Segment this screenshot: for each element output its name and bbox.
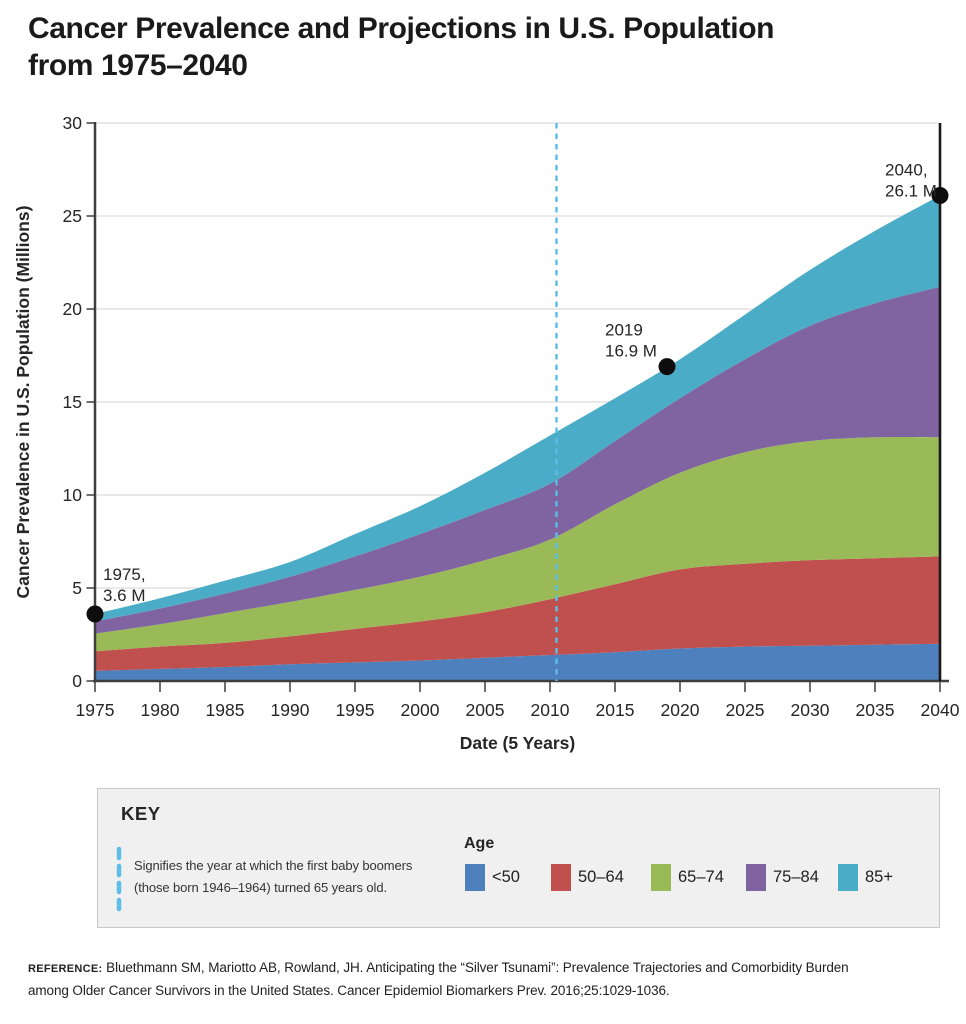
- legend-item-85+: 85+: [838, 864, 893, 891]
- x-tick-label: 1975: [76, 700, 115, 720]
- age-legend: Age <50 50–64 65–74 75–84 85+: [98, 789, 939, 927]
- x-tick-label: 1985: [206, 700, 245, 720]
- key-note: Signifies the year at which the first ba…: [134, 855, 412, 899]
- area-75-84: [95, 286, 940, 634]
- x-tick-label: 2000: [401, 700, 440, 720]
- x-tick-label: 2005: [466, 700, 505, 720]
- legend-label: 75–84: [773, 868, 819, 886]
- x-tick-label: 2025: [726, 700, 765, 720]
- area-65-74: [95, 437, 940, 652]
- legend-item-50-64: 50–64: [551, 864, 624, 891]
- reference-label: REFERENCE:: [28, 963, 103, 975]
- data-point-label: 26.1 M: [885, 182, 937, 201]
- legend-swatch: [465, 864, 485, 891]
- x-tick-label: 1990: [271, 700, 310, 720]
- x-tick-label: 2015: [596, 700, 635, 720]
- data-point-label: 3.6 M: [103, 586, 146, 605]
- y-axis-title: Cancer Prevalence in U.S. Population (Mi…: [13, 206, 33, 599]
- key-note-line1: Signifies the year at which the first ba…: [134, 858, 413, 873]
- data-point-label: 2040,: [885, 161, 928, 180]
- area-50-64: [95, 556, 940, 671]
- data-point-dot: [931, 187, 949, 205]
- x-tick-label: 2010: [531, 700, 570, 720]
- x-tick-label: 1980: [141, 700, 180, 720]
- chart-title: Cancer Prevalence and Projections in U.S…: [28, 10, 938, 84]
- y-tick-label: 5: [72, 578, 82, 598]
- y-tick-label: 30: [63, 113, 83, 133]
- data-point-label: 2019: [605, 321, 643, 340]
- key-heading: KEY: [121, 803, 161, 824]
- legend-swatch: [746, 864, 766, 891]
- legend-label: 50–64: [578, 868, 624, 886]
- reference-text-line2: among Older Cancer Survivors in the Unit…: [28, 983, 670, 998]
- area-<50: [95, 643, 940, 681]
- legend-title: Age: [464, 835, 495, 852]
- chart-title-line1: Cancer Prevalence and Projections in U.S…: [28, 12, 775, 45]
- y-tick-label: 25: [63, 206, 82, 226]
- x-tick-label: 2030: [791, 700, 830, 720]
- key-panel: KEY Signifies the year at which the firs…: [97, 788, 940, 928]
- y-tick-label: 20: [63, 299, 83, 319]
- legend-swatch: [651, 864, 671, 891]
- data-point-label: 16.9 M: [605, 342, 657, 361]
- legend-swatch: [551, 864, 571, 891]
- y-tick-label: 15: [63, 392, 82, 412]
- legend-label: 65–74: [678, 868, 724, 886]
- x-tick-label: 1995: [336, 700, 375, 720]
- y-tick-label: 10: [63, 485, 83, 505]
- baby-boomer-dashed-line-icon: [116, 846, 122, 916]
- y-tick-label: 0: [72, 671, 82, 691]
- x-tick-label: 2040: [921, 700, 960, 720]
- data-point-dot: [86, 605, 104, 623]
- x-tick-label: 2020: [661, 700, 700, 720]
- legend-label: 85+: [865, 868, 893, 886]
- key-note-line2: (those born 1946–1964) turned 65 years o…: [134, 880, 387, 895]
- data-point-dot: [658, 358, 676, 376]
- reference-text-line1: Bluethmann SM, Mariotto AB, Rowland, JH.…: [106, 960, 849, 975]
- chart-title-line2: from 1975–2040: [28, 49, 248, 82]
- reference-citation: REFERENCE: Bluethmann SM, Mariotto AB, R…: [28, 957, 849, 1002]
- legend-item-75-84: 75–84: [746, 864, 819, 891]
- legend-item-65-74: 65–74: [651, 864, 724, 891]
- legend-swatch: [838, 864, 858, 891]
- x-axis-title: Date (5 Years): [460, 733, 575, 753]
- legend-label: <50: [492, 868, 520, 886]
- legend-item-<50: <50: [465, 864, 520, 891]
- x-tick-label: 2035: [856, 700, 895, 720]
- data-point-label: 1975,: [103, 565, 146, 584]
